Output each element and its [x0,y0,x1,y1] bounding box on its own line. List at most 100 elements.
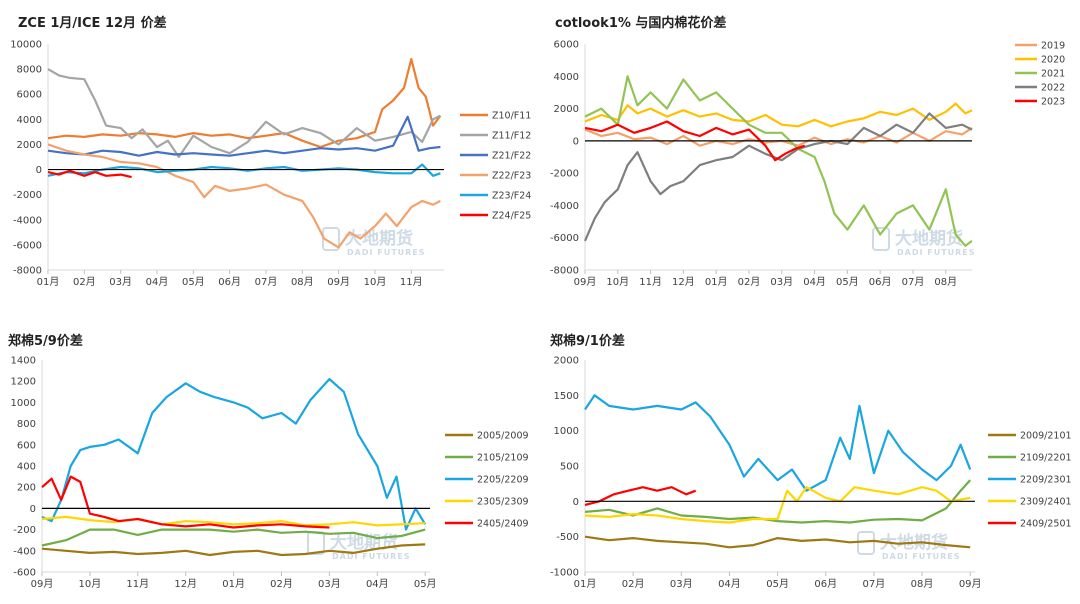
series-line-2205/2209 [41,377,427,531]
series-line-2009/2101 [584,535,971,549]
y-tick-label: 6000 [17,90,42,101]
x-tick-label: 12月 [672,276,695,288]
chart-svg: -8000 -6000 -4000 -2000 0 2000 4000 6000 8000 100… [10,40,531,289]
x-tick-label: 01月 [574,578,597,590]
legend-label: 2023 [1041,97,1065,108]
watermark-text-cn: 大地期货 [345,228,413,249]
y-tick-label: 4000 [17,115,42,126]
chart-svg: -1000 -500 0 500 1000 1500 2000 01月 02月 03月 04月 05月… [550,356,1072,591]
chart-zce-ice-spread: ZCE 1月/ICE 12月 价差 -8000 -6000 -4000 -2000 0 2… [0,0,540,300]
x-tick-label: 05月 [414,578,437,590]
series-line-Z10/F11 [47,57,442,149]
chart-title: cotlook1% 与国内棉花价差 [555,16,727,31]
series-line-Z11/F12 [47,68,441,159]
chart-zheng-cotton-5-9-spread: 郑棉5/9价差 -600 -400 -200 0 200 400 600 800 1000 120… [0,300,540,600]
x-tick-label: 02月 [622,578,645,590]
x-tick-label: 01月 [705,276,728,288]
x-tick-label: 09月 [574,276,597,288]
y-tick-label: 2000 [554,104,579,115]
x-tick-label: 01月 [222,578,245,590]
x-tick-label: 08月 [911,578,934,590]
series-line-Z24/F25 [47,169,132,179]
x-tick-label: 06月 [869,276,892,288]
watermark-text-en: DADI FUTURES [332,552,411,561]
legend-label: 2105/2109 [477,453,529,464]
y-tick-label: 400 [17,462,36,473]
y-tick-label: -4000 [13,215,42,226]
x-tick-label: 11月 [400,276,423,288]
x-tick-label: 10月 [79,578,102,590]
x-tick-label: 09月 [959,578,982,590]
y-tick-label: -2000 [550,169,579,180]
legend-label: Z22/F23 [492,171,531,182]
x-tick-label: 11月 [639,276,662,288]
x-tick-label: 04月 [146,276,169,288]
y-tick-label: 600 [17,440,36,451]
x-tick-label: 03月 [109,276,132,288]
y-tick-label: -8000 [550,266,579,277]
legend-label: Z23/F24 [492,191,531,202]
legend-label: 2005/2009 [477,431,529,442]
x-tick-label: 02月 [270,578,293,590]
legend-label: 2405/2409 [477,519,529,530]
series-line-2309/2401 [584,486,971,524]
x-tick-label: 02月 [73,276,96,288]
series-line-2005/2009 [41,543,426,557]
watermark-logo-icon [857,531,875,555]
series-line-2105/2109 [41,528,426,547]
y-tick-label: 2000 [554,356,579,367]
x-tick-label: 06月 [218,276,241,288]
legend-label: 2209/2301 [1020,475,1072,486]
y-tick-label: -600 [13,568,36,579]
x-tick-label: 07月 [255,276,278,288]
legend-label: 2305/2309 [477,497,529,508]
y-tick-label: -6000 [550,233,579,244]
y-tick-label: 0 [36,165,42,176]
x-tick-label: 07月 [902,276,925,288]
series-line-2405/2409 [41,475,330,529]
x-tick-label: 05月 [182,276,205,288]
y-tick-label: 10000 [10,40,42,51]
chart-svg: -8000 -6000 -4000 -2000 0 2000 4000 6000 09月 10月 1… [550,40,1065,289]
x-tick-label: 01月 [37,276,60,288]
y-tick-label: -200 [13,525,36,536]
x-tick-label: 10月 [364,276,387,288]
x-tick-label: 05月 [836,276,859,288]
y-tick-label: 4000 [554,72,579,83]
y-tick-label: -2000 [13,190,42,201]
legend-label: 2309/2401 [1020,497,1072,508]
legend-label: 2009/2101 [1020,431,1072,442]
legend-label: 2205/2209 [477,475,529,486]
y-tick-label: 1200 [11,377,36,388]
watermark-logo-icon [872,227,890,251]
x-tick-label: 07月 [863,578,886,590]
legend-label: Z11/F12 [492,131,531,142]
y-tick-label: -6000 [13,240,42,251]
watermark-text-en: DADI FUTURES [897,248,976,257]
watermark-text-en: DADI FUTURES [882,552,961,561]
series-line-Z21/F22 [47,115,441,157]
series-line-2021 [584,75,973,247]
chart-svg: -600 -400 -200 0 200 400 600 800 1000 1200 1400 09月… [11,356,529,591]
legend-label: 2019 [1041,41,1065,52]
series-line-2305/2309 [41,515,426,527]
y-tick-label: -8000 [13,266,42,277]
x-tick-label: 04月 [803,276,826,288]
y-tick-label: 6000 [554,40,579,51]
x-tick-label: 03月 [670,578,693,590]
chart-cotlook-domestic-spread: cotlook1% 与国内棉花价差 -8000 -6000 -4000 -2000 0 2… [540,0,1080,300]
y-tick-label: -400 [13,546,36,557]
y-tick-label: 1500 [554,391,579,402]
y-tick-label: -4000 [550,201,579,212]
legend-label: 2109/2201 [1020,453,1072,464]
chart-title: 郑棉9/1价差 [550,334,625,349]
x-tick-label: 05月 [766,578,789,590]
y-tick-label: 0 [573,136,579,147]
x-tick-label: 10月 [606,276,629,288]
legend-label: Z24/F25 [492,211,531,222]
series-line-2409/2501 [584,486,697,506]
x-tick-label: 08月 [934,276,957,288]
legend-label: 2409/2501 [1020,519,1072,530]
